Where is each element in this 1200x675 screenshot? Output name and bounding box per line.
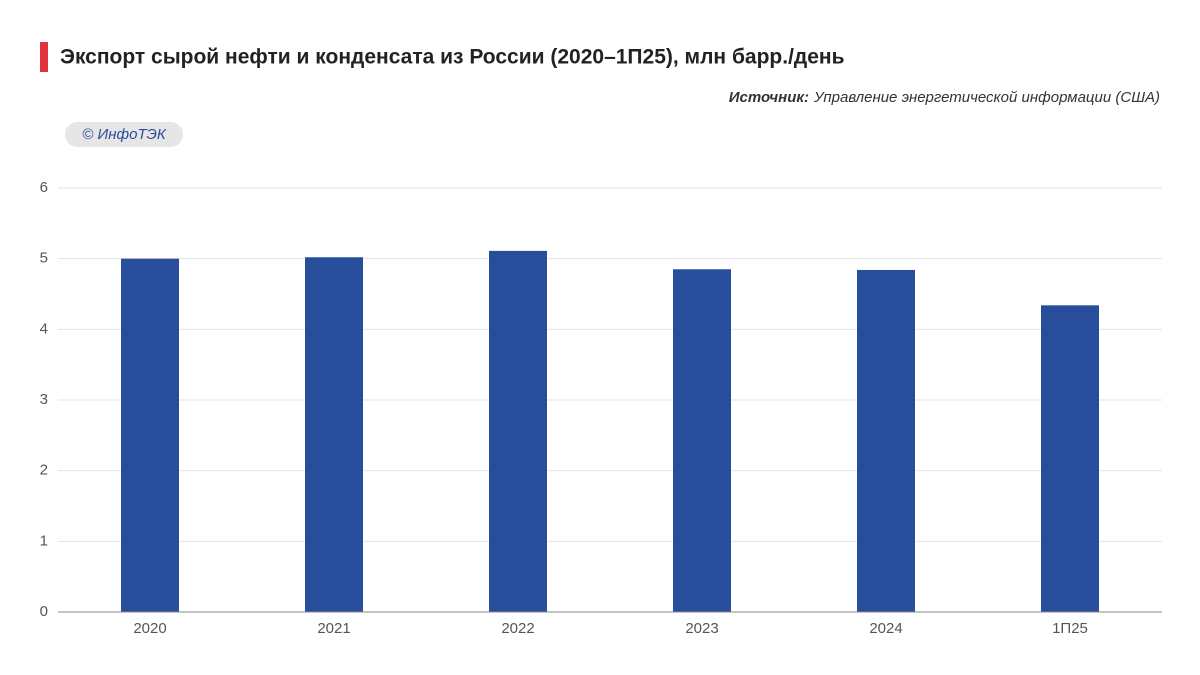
title-accent — [40, 42, 48, 72]
x-tick-label: 1П25 — [1052, 620, 1088, 637]
watermark-badge — [65, 122, 183, 147]
x-tick-label: 2024 — [869, 620, 902, 637]
y-tick-label: 3 — [40, 391, 48, 408]
source: Источник: Управление энергетической инфор… — [729, 89, 1160, 106]
y-tick-label: 0 — [40, 603, 48, 620]
watermark: © ИнфоТЭК — [82, 126, 167, 143]
x-tick-label: 2023 — [685, 620, 718, 637]
bar — [673, 269, 731, 612]
x-tick-label: 2021 — [317, 620, 350, 637]
y-tick-label: 5 — [40, 250, 48, 267]
y-tick-label: 2 — [40, 462, 48, 479]
bar — [305, 257, 363, 612]
source-label: Источник: — [729, 89, 809, 106]
source-text: Управление энергетической информации (СШ… — [813, 89, 1160, 106]
y-tick-label: 6 — [40, 179, 48, 196]
y-tick-label: 4 — [40, 320, 48, 337]
x-tick-label: 2022 — [501, 620, 534, 637]
chart-title: Экспорт сырой нефти и конденсата из Росс… — [60, 46, 845, 69]
x-tick-label: 2020 — [133, 620, 166, 637]
bar — [1041, 305, 1099, 612]
bar — [489, 250, 547, 613]
bar — [121, 258, 179, 612]
y-tick-label: 1 — [40, 532, 48, 549]
bar — [857, 269, 915, 612]
